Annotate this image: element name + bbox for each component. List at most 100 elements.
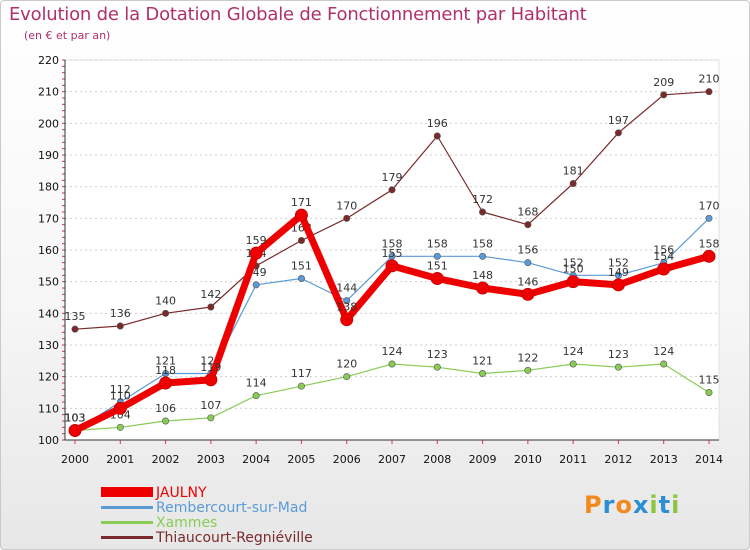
y-tick-label: 220 <box>38 54 59 67</box>
y-tick-label: 120 <box>38 371 59 384</box>
series-jaulny-data-label: 150 <box>563 263 584 276</box>
y-tick-label: 210 <box>38 86 59 99</box>
series-rembercourt-sur-mad-data-label: 158 <box>427 237 448 250</box>
series-xammes-point <box>660 360 668 368</box>
series-rembercourt-sur-mad-data-label: 158 <box>472 237 493 250</box>
legend-swatch-xammes <box>101 521 153 524</box>
y-tick-label: 160 <box>38 244 59 257</box>
series-jaulny-data-label: 159 <box>246 234 267 247</box>
legend-label-thiaucourt-regni-ville: Thiaucourt-Regniéville <box>155 530 313 546</box>
series-jaulny-data-label: 118 <box>155 364 176 377</box>
series-jaulny-data-label: 119 <box>200 361 221 374</box>
series-jaulny-point <box>430 272 444 285</box>
series-thiaucourt-regni-ville-data-label: 168 <box>517 206 538 219</box>
series-xammes-point <box>252 392 260 400</box>
x-tick-label: 2012 <box>604 453 632 466</box>
series-xammes-data-label: 120 <box>336 358 357 371</box>
series-thiaucourt-regni-ville-data-label: 209 <box>653 76 674 89</box>
series-jaulny-data-label: 155 <box>382 247 403 260</box>
series-rembercourt-sur-mad-data-label: 151 <box>291 260 312 273</box>
series-xammes-data-label: 124 <box>382 345 403 358</box>
series-thiaucourt-regni-ville-point <box>569 180 577 188</box>
series-rembercourt-sur-mad-data-label: 152 <box>563 256 584 269</box>
series-thiaucourt-regni-ville-point <box>71 325 79 333</box>
series-jaulny-point <box>204 373 218 387</box>
series-thiaucourt-regni-ville-point <box>660 91 668 99</box>
legend-label-jaulny: JAULNY <box>155 485 207 501</box>
series-xammes-point <box>207 414 215 422</box>
series-rembercourt-sur-mad-point <box>297 274 305 282</box>
y-tick-label: 190 <box>38 149 59 162</box>
series-jaulny-point <box>113 401 127 415</box>
series-xammes-point <box>343 373 351 381</box>
series-thiaucourt-regni-ville-point <box>207 303 215 311</box>
series-thiaucourt-regni-ville-data-label: 210 <box>699 73 720 86</box>
series-xammes-point <box>297 382 305 390</box>
series-thiaucourt-regni-ville-point <box>343 214 351 222</box>
series-rembercourt-sur-mad-point <box>433 252 441 260</box>
series-xammes-data-label: 115 <box>699 374 720 387</box>
series-thiaucourt-regni-ville-data-label: 172 <box>472 193 493 206</box>
series-xammes-data-label: 123 <box>608 348 629 361</box>
logo-letter: r <box>602 491 616 519</box>
series-xammes-point <box>433 363 441 371</box>
series-jaulny-data-label: 158 <box>699 237 720 250</box>
series-thiaucourt-regni-ville-point <box>614 129 622 137</box>
series-jaulny-point <box>566 275 580 289</box>
series-xammes-data-label: 117 <box>291 367 312 380</box>
series-jaulny-point <box>657 262 671 276</box>
series-jaulny-data-label: 171 <box>291 196 312 209</box>
series-thiaucourt-regni-ville-point <box>705 88 713 96</box>
series-xammes-data-label: 121 <box>472 355 493 368</box>
series-xammes-point <box>524 366 532 374</box>
x-tick-label: 2006 <box>333 453 361 466</box>
series-thiaucourt-regni-ville-data-label: 135 <box>65 310 86 323</box>
series-xammes-data-label: 123 <box>427 348 448 361</box>
logo-letter: o <box>615 491 633 519</box>
series-thiaucourt-regni-ville-point <box>116 322 124 330</box>
x-tick-label: 2010 <box>514 453 542 466</box>
x-tick-label: 2013 <box>650 453 678 466</box>
series-jaulny-data-label: 110 <box>110 389 131 402</box>
legend-swatch-jaulny <box>101 487 153 497</box>
y-tick-label: 170 <box>38 212 59 225</box>
series-thiaucourt-regni-ville-point <box>297 237 305 245</box>
series-rembercourt-sur-mad-data-label: 156 <box>653 244 674 257</box>
series-thiaucourt-regni-ville-point <box>388 186 396 194</box>
y-tick-label: 180 <box>38 181 59 194</box>
series-jaulny-point <box>611 278 625 292</box>
series-thiaucourt-regni-ville-data-label: 197 <box>608 114 629 127</box>
x-tick-label: 2007 <box>378 453 406 466</box>
series-xammes-point <box>162 417 170 425</box>
series-rembercourt-sur-mad-point <box>705 214 713 222</box>
series-xammes-point <box>614 363 622 371</box>
x-tick-label: 2009 <box>469 453 497 466</box>
y-tick-label: 130 <box>38 339 59 352</box>
series-rembercourt-sur-mad-data-label: 170 <box>699 199 720 212</box>
logo-letter: i <box>649 491 659 519</box>
series-xammes-data-label: 124 <box>653 345 674 358</box>
series-xammes-point <box>479 369 487 377</box>
series-jaulny-point <box>702 249 716 263</box>
series-rembercourt-sur-mad-data-label: 158 <box>382 237 403 250</box>
series-thiaucourt-regni-ville-data-label: 181 <box>563 165 584 178</box>
series-rembercourt-sur-mad-data-label: 103 <box>65 412 86 425</box>
logo-letter: i <box>671 491 681 519</box>
series-rembercourt-sur-mad-point <box>524 259 532 267</box>
x-tick-label: 2011 <box>559 453 587 466</box>
series-rembercourt-sur-mad-point <box>252 281 260 289</box>
x-tick-label: 2005 <box>287 453 315 466</box>
series-rembercourt-sur-mad-point <box>343 297 351 305</box>
x-tick-label: 2002 <box>152 453 180 466</box>
series-xammes-point <box>705 388 713 396</box>
logo-letter: x <box>632 491 650 519</box>
series-xammes-data-label: 103 <box>65 412 86 425</box>
series-xammes-data-label: 106 <box>155 402 176 415</box>
series-jaulny-data-label: 149 <box>608 266 629 279</box>
series-rembercourt-sur-mad-data-label: 152 <box>608 256 629 269</box>
x-tick-label: 2014 <box>695 453 723 466</box>
series-thiaucourt-regni-ville-data-label: 170 <box>336 199 357 212</box>
y-tick-label: 200 <box>38 117 59 130</box>
